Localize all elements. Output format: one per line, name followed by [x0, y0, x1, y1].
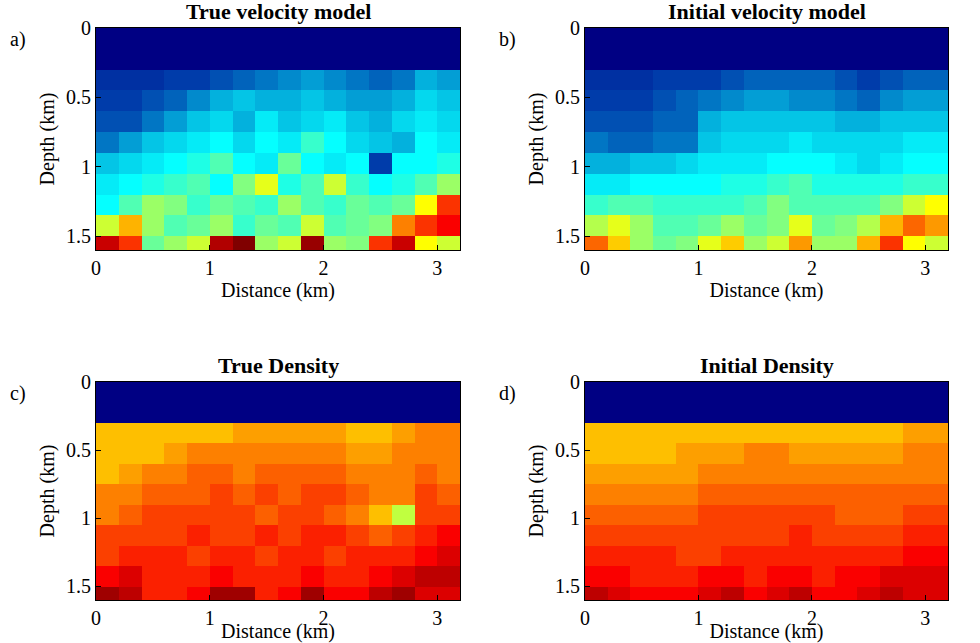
svg-text:1: 1	[570, 507, 580, 529]
svg-text:0.5: 0.5	[66, 86, 91, 108]
svg-text:Depth (km): Depth (km)	[525, 93, 548, 186]
svg-text:a): a)	[10, 28, 26, 51]
svg-text:1: 1	[81, 507, 91, 529]
svg-text:b): b)	[499, 28, 516, 51]
svg-text:0: 0	[91, 607, 101, 629]
svg-text:1: 1	[205, 257, 215, 279]
svg-text:0: 0	[580, 607, 590, 629]
svg-text:True velocity model: True velocity model	[186, 0, 371, 24]
svg-text:Distance (km): Distance (km)	[221, 279, 335, 302]
svg-text:1.5: 1.5	[66, 575, 91, 597]
svg-text:Distance (km): Distance (km)	[710, 620, 824, 643]
svg-text:1.5: 1.5	[555, 225, 580, 247]
svg-text:1.5: 1.5	[66, 225, 91, 247]
svg-text:2: 2	[807, 257, 817, 279]
svg-text:1: 1	[205, 607, 215, 629]
svg-text:0.5: 0.5	[66, 439, 91, 461]
svg-text:2: 2	[319, 257, 329, 279]
svg-text:Initial Density: Initial Density	[700, 353, 834, 378]
svg-text:0: 0	[81, 17, 91, 39]
svg-text:Distance (km): Distance (km)	[710, 279, 824, 302]
svg-text:Depth (km): Depth (km)	[525, 445, 548, 538]
svg-text:1: 1	[693, 257, 703, 279]
svg-text:Initial velocity model: Initial velocity model	[668, 0, 866, 24]
svg-text:Distance (km): Distance (km)	[221, 620, 335, 643]
svg-text:3: 3	[920, 257, 930, 279]
svg-text:c): c)	[10, 382, 26, 405]
svg-text:d): d)	[499, 382, 516, 405]
svg-text:1: 1	[693, 607, 703, 629]
svg-text:True Density: True Density	[218, 353, 339, 378]
svg-text:1: 1	[81, 156, 91, 178]
svg-text:2: 2	[807, 607, 817, 629]
svg-text:Depth (km): Depth (km)	[36, 445, 59, 538]
svg-text:2: 2	[319, 607, 329, 629]
svg-text:0: 0	[570, 17, 580, 39]
svg-text:3: 3	[432, 257, 442, 279]
svg-text:Depth (km): Depth (km)	[36, 93, 59, 186]
svg-text:3: 3	[920, 607, 930, 629]
svg-text:3: 3	[432, 607, 442, 629]
svg-text:1: 1	[570, 156, 580, 178]
svg-text:0: 0	[91, 257, 101, 279]
svg-text:0.5: 0.5	[555, 439, 580, 461]
svg-text:0: 0	[570, 371, 580, 393]
svg-text:0: 0	[81, 371, 91, 393]
svg-text:0: 0	[580, 257, 590, 279]
svg-text:0.5: 0.5	[555, 86, 580, 108]
svg-text:1.5: 1.5	[555, 575, 580, 597]
